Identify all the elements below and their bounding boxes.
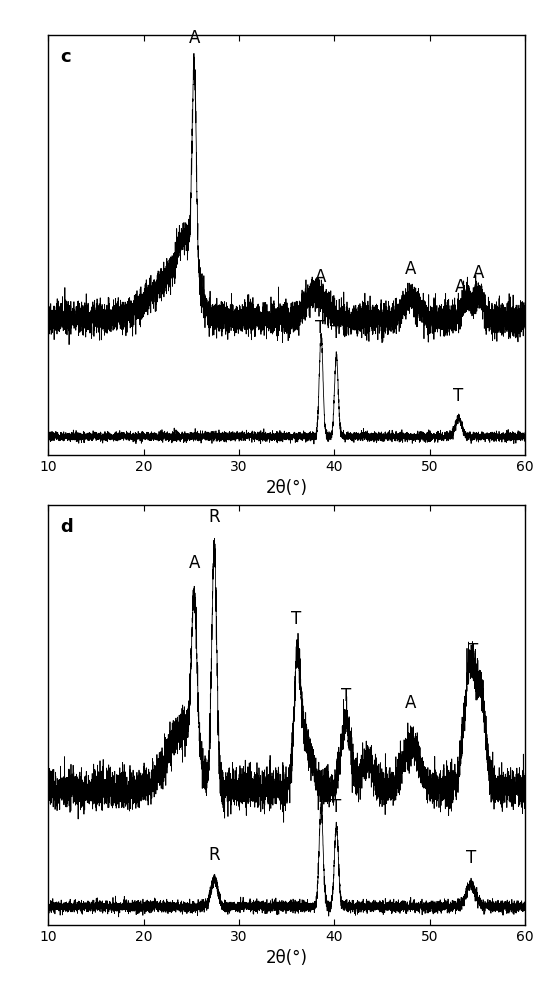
Text: c: c	[60, 48, 71, 66]
Text: A: A	[189, 554, 200, 572]
X-axis label: 2θ(°): 2θ(°)	[266, 479, 308, 497]
Text: T: T	[315, 319, 325, 337]
Text: T: T	[453, 387, 464, 405]
Text: A: A	[473, 264, 484, 282]
Text: A: A	[315, 268, 326, 286]
Text: T: T	[331, 798, 341, 816]
X-axis label: 2θ(°): 2θ(°)	[266, 949, 308, 967]
Text: T: T	[331, 324, 341, 342]
Text: T: T	[341, 687, 351, 705]
Text: R: R	[209, 846, 220, 864]
Text: T: T	[466, 849, 476, 867]
Text: A: A	[405, 260, 416, 278]
Text: T: T	[291, 610, 301, 628]
Text: A: A	[405, 694, 416, 712]
Text: T: T	[315, 788, 325, 806]
Text: A: A	[189, 29, 200, 47]
Text: d: d	[60, 518, 73, 536]
Text: T: T	[468, 642, 478, 660]
Text: A: A	[455, 278, 466, 296]
Text: R: R	[209, 508, 220, 526]
